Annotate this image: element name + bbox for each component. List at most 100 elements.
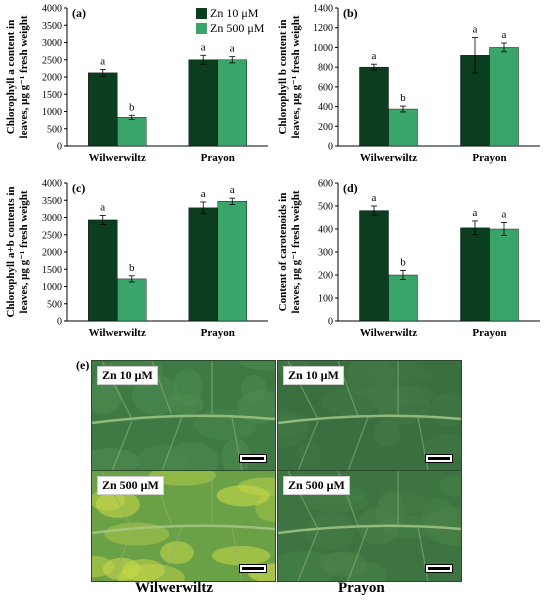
y-tick-label: 0 — [57, 142, 62, 153]
legend-label-zn500: Zn 500 μM — [210, 21, 265, 35]
scale-bar — [425, 454, 453, 463]
y-tick-label: 2000 — [42, 248, 62, 259]
significance-letter: a — [372, 50, 377, 62]
y-tick-label: 3500 — [42, 21, 62, 32]
y-tick-label: 2000 — [42, 73, 62, 84]
leaf-photo-prayon-zn10: Zn 10 μM — [277, 360, 462, 472]
y-tick-label: 100 — [318, 294, 333, 305]
bar — [117, 278, 147, 322]
y-tick-label: 0 — [328, 142, 333, 153]
leaf-patch — [165, 442, 219, 471]
bar — [388, 274, 418, 322]
significance-letter: a — [230, 184, 235, 196]
y-tick-label: 1500 — [42, 265, 62, 276]
y-tick-label: 500 — [47, 299, 62, 310]
category-label: Wilwerwiltz — [360, 327, 417, 339]
bar — [388, 108, 418, 147]
bar — [489, 47, 519, 147]
leaf-texture — [278, 361, 461, 471]
significance-letter: a — [100, 55, 105, 67]
leaf-patch — [117, 564, 185, 581]
leaf-patch — [378, 491, 427, 515]
y-axis-label-line1: Chlorophyll a+b contents in — [5, 186, 17, 317]
leaf-patch — [347, 361, 396, 398]
y-tick-label: 3000 — [42, 213, 62, 224]
leaf-veins — [101, 471, 243, 581]
y-tick-label: 200 — [318, 122, 333, 133]
leaf-patch — [345, 562, 387, 581]
bar — [489, 228, 519, 322]
caption-wilwerwiltz: Wilwerwiltz — [135, 580, 214, 596]
legend-item-zn10: Zn 10 μM — [196, 6, 264, 21]
y-tick-label: 1200 — [313, 23, 333, 34]
category-label: Prayon — [472, 327, 506, 339]
y-tick-label: 1000 — [42, 107, 62, 118]
y-tick-label: 3000 — [42, 38, 62, 49]
y-tick-label: 1400 — [313, 4, 333, 15]
leaf-patch — [92, 380, 122, 414]
y-tick-label: 500 — [47, 124, 62, 135]
leaf-patch — [172, 368, 203, 406]
caption-prayon: Prayon — [338, 580, 385, 596]
bar — [460, 227, 490, 322]
leaf-patch — [149, 471, 216, 486]
bar — [217, 201, 247, 322]
y-axis-label-line2: leaves, μg g⁻¹ fresh weight — [290, 15, 302, 138]
photo-tag: Zn 500 μM — [97, 476, 164, 495]
leaf-patch — [92, 555, 114, 578]
y-axis-label-line2: leaves, μg g⁻¹ fresh weight — [18, 15, 30, 138]
leaf-veins — [287, 361, 429, 471]
leaf-midrib — [92, 414, 275, 425]
leaf-photo-wilwerwiltz-zn500: Zn 500 μM — [91, 470, 276, 582]
category-label: Prayon — [201, 152, 235, 164]
category-label: Wilwerwiltz — [89, 152, 146, 164]
leaf-patch — [423, 433, 461, 460]
leaf-patch — [306, 512, 356, 551]
y-tick-label: 1000 — [313, 43, 333, 54]
significance-letter: a — [230, 43, 235, 55]
leaf-patch — [239, 361, 275, 371]
significance-letter: b — [400, 92, 406, 104]
leaf-patch — [306, 492, 368, 513]
leaf-photo-prayon-zn500: Zn 500 μM — [277, 470, 462, 582]
leaf-photo-wilwerwiltz-zn10: Zn 10 μM — [91, 360, 276, 472]
scale-bar — [239, 454, 267, 463]
leaf-patch — [296, 442, 321, 469]
y-axis-label-line1: Chlorophyll b content in — [277, 19, 289, 134]
y-tick-label: 2500 — [42, 230, 62, 241]
significance-letter: a — [473, 207, 478, 219]
bar — [88, 72, 118, 147]
y-tick-label: 600 — [318, 179, 333, 190]
panel-label: (d) — [343, 181, 358, 195]
y-axis-label-line2: leaves, μg g⁻¹ fresh weight — [18, 190, 30, 313]
significance-letter: a — [473, 24, 478, 36]
leaf-midrib — [92, 524, 275, 535]
leaf-patch — [438, 475, 461, 497]
leaf-veins — [101, 361, 243, 471]
y-tick-label: 0 — [328, 317, 333, 328]
leaf-patch — [95, 491, 140, 518]
bar — [117, 117, 147, 147]
y-tick-label: 1500 — [42, 90, 62, 101]
y-tick-label: 3500 — [42, 196, 62, 207]
y-tick-label: 800 — [318, 63, 333, 74]
y-tick-label: 400 — [318, 225, 333, 236]
category-label: Wilwerwiltz — [89, 327, 146, 339]
y-tick-label: 4000 — [42, 179, 62, 190]
y-tick-label: 1000 — [42, 282, 62, 293]
photo-tag: Zn 10 μM — [97, 366, 158, 385]
panel-label: (a) — [72, 6, 86, 20]
y-tick-label: 200 — [318, 271, 333, 282]
y-tick-label: 400 — [318, 102, 333, 113]
leaf-patch — [374, 420, 401, 448]
y-tick-label: 600 — [318, 82, 333, 93]
significance-letter: b — [129, 262, 135, 274]
leaf-midrib — [278, 414, 461, 425]
legend-swatch-zn500 — [196, 23, 207, 34]
photo-tag: Zn 10 μM — [283, 366, 344, 385]
y-axis-label-line1: Content of carotenoids in — [277, 193, 289, 312]
leaf-patch — [216, 485, 270, 507]
y-axis-label-line1: Chlorophyll a content in — [5, 20, 17, 134]
y-tick-label: 2500 — [42, 55, 62, 66]
